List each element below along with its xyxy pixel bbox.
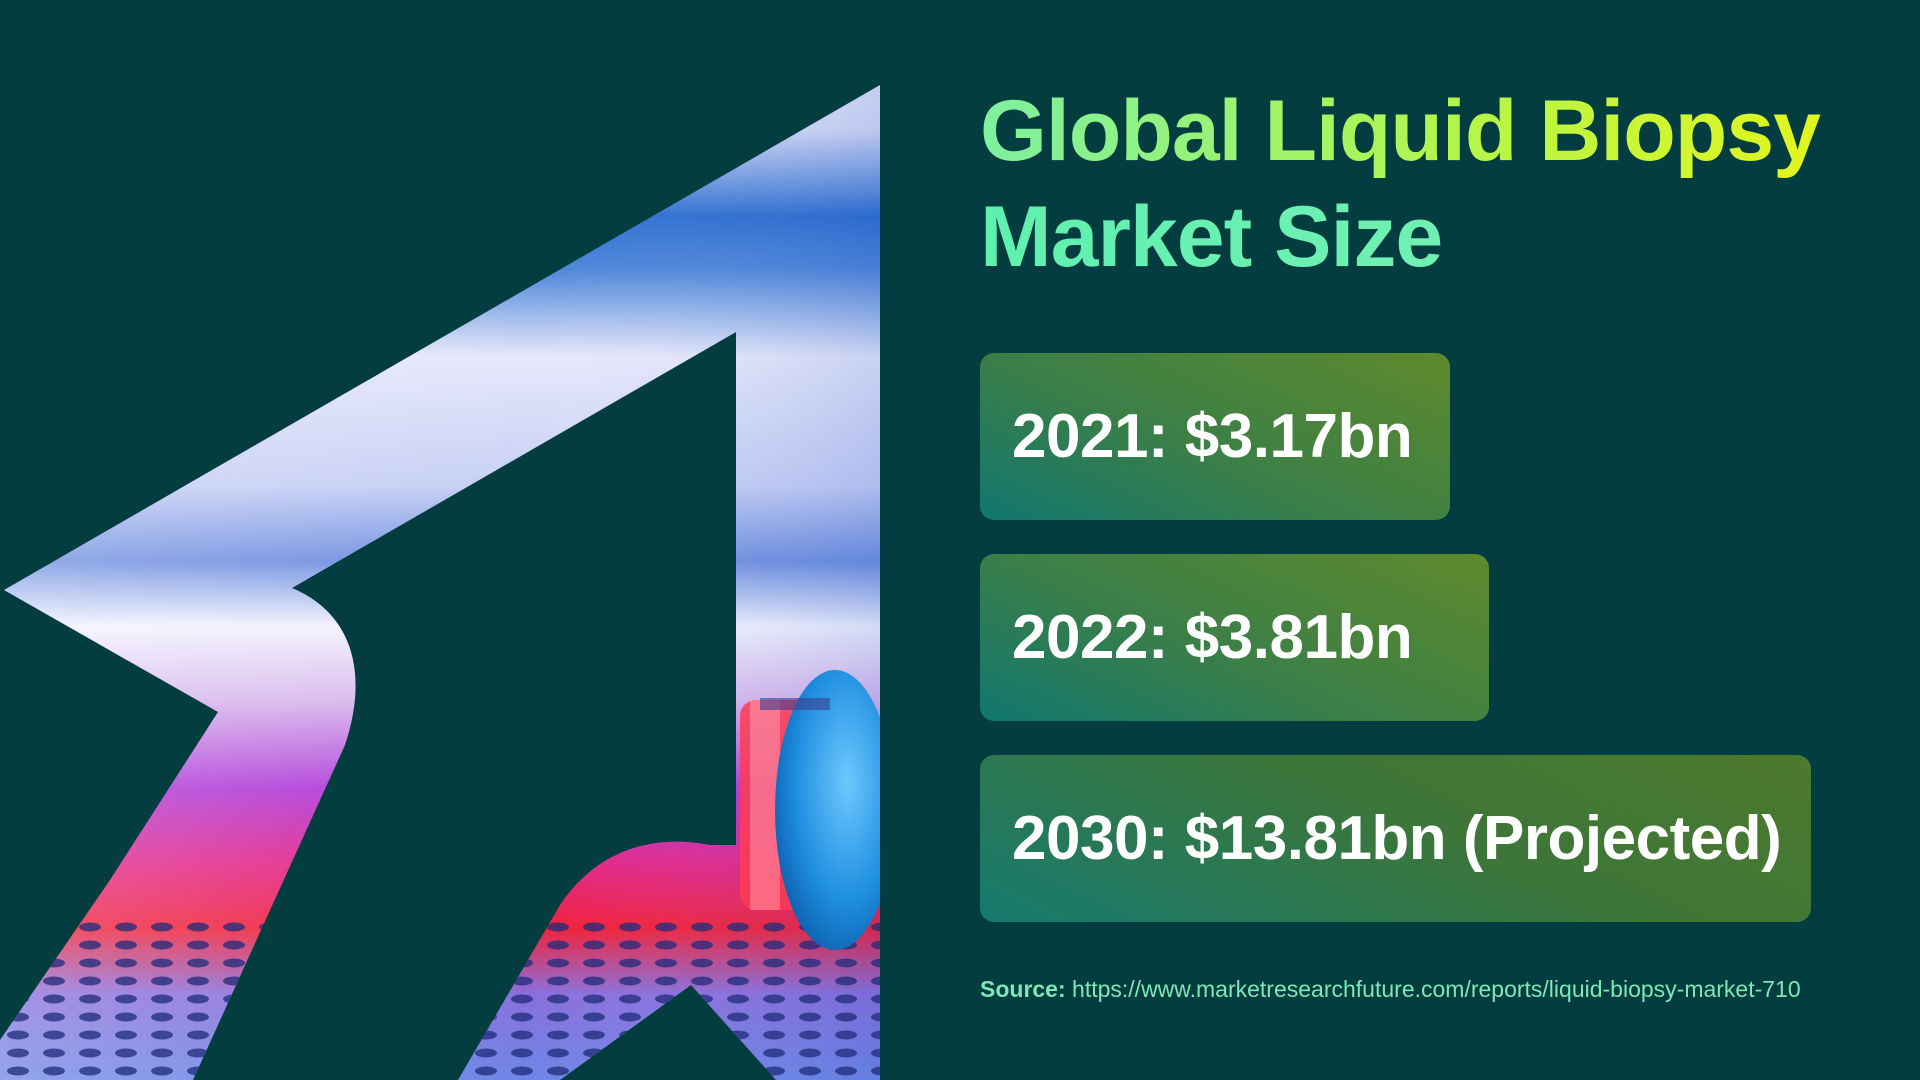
stat-card-2022: 2022: $3.81bn — [980, 554, 1489, 721]
source-label: Source: — [980, 976, 1066, 1002]
source-url[interactable]: https://www.marketresearchfuture.com/rep… — [1072, 976, 1801, 1002]
stat-card-2030: 2030: $13.81bn (Projected) — [980, 755, 1811, 922]
page-title: Global Liquid Biopsy Market Size — [980, 78, 1860, 290]
stat-card-2021: 2021: $3.17bn — [980, 353, 1450, 520]
title-line-1: Global Liquid Biopsy — [980, 78, 1860, 184]
source-citation: Source: https://www.marketresearchfuture… — [980, 976, 1801, 1003]
stat-text: 2022: $3.81bn — [1012, 603, 1413, 672]
stat-text: 2021: $3.17bn — [1012, 402, 1413, 471]
title-line-2: Market Size — [980, 184, 1860, 290]
arrow-photo-graphic — [0, 85, 880, 1080]
stat-text: 2030: $13.81bn (Projected) — [1012, 804, 1782, 873]
